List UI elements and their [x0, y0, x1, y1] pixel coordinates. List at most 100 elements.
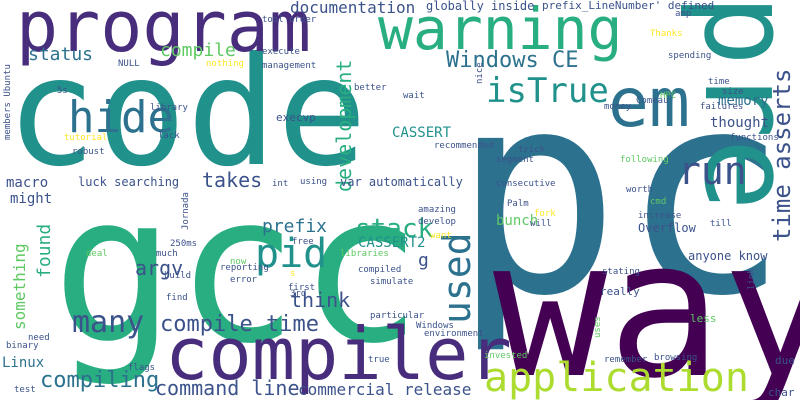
word-now: now: [230, 257, 247, 267]
word-following: following: [620, 155, 669, 165]
word-memory: memory: [718, 93, 769, 109]
word-amp: amp: [675, 9, 692, 19]
word-test: test: [14, 385, 36, 395]
word-macro: macro: [6, 175, 49, 191]
word-pid: pid: [255, 231, 328, 277]
word-int: int: [272, 179, 289, 189]
word-stack: stack: [355, 214, 434, 244]
word-cmd: cmd: [650, 197, 667, 207]
word-palm: Palm: [507, 199, 529, 209]
word-execvp: execvp: [276, 111, 316, 124]
word-remember: remember: [604, 355, 648, 365]
word-char: char: [768, 386, 795, 399]
word-comeau: Comeau: [636, 96, 669, 106]
word-code: code: [6, 26, 368, 200]
word-might: might: [10, 191, 53, 207]
word-takes: takes: [202, 168, 263, 192]
word-need: need: [28, 333, 50, 343]
word-argv: argv: [135, 256, 184, 280]
word-linux: Linux: [2, 355, 45, 371]
word-pc: pc: [452, 32, 790, 358]
word-windows-ce: Windows CE: [446, 48, 579, 73]
word-invested: invested: [484, 351, 528, 361]
word-em: em: [608, 64, 690, 143]
word-stating: stating: [602, 267, 640, 277]
word-money: money: [604, 102, 632, 112]
word-wait: wait: [403, 91, 425, 101]
word-tutorial: tutorial: [64, 133, 108, 143]
word-link: link: [747, 268, 757, 290]
word-3rd: 3rd: [290, 289, 307, 299]
word-think: think: [290, 288, 351, 312]
word-prefix: prefix: [262, 216, 328, 237]
word-gcc: gcc: [52, 151, 423, 389]
word-functions: functions: [730, 133, 779, 143]
word-hpc: HPC: [660, 91, 677, 101]
word-find: find: [166, 293, 188, 303]
word-libraries: libraries: [340, 249, 389, 259]
word-deal: deal: [86, 249, 108, 259]
word-uses: uses: [593, 316, 603, 338]
word-application: application: [484, 355, 749, 400]
word-prefix-linenumber: prefix_LineNumber' defined: [542, 0, 715, 12]
word-documentation: documentation: [290, 0, 416, 17]
word-recommended: recommended: [434, 141, 494, 151]
word-status: status: [28, 44, 94, 65]
word-used: used: [435, 232, 479, 324]
word-simulate: simulate: [370, 277, 414, 287]
word-segment: segment: [496, 155, 534, 165]
word-browsing: browsing: [654, 353, 698, 363]
word-globally-inside: globally inside: [426, 0, 535, 13]
word-compiling: compiling: [40, 368, 160, 393]
word-first: first: [288, 283, 316, 293]
word-want: want: [430, 231, 452, 241]
word-compile: compile: [160, 40, 236, 61]
word-s: s: [290, 269, 296, 279]
word-binary: binary: [6, 341, 39, 351]
word-thanks: Thanks: [650, 29, 683, 39]
word-nice: nice: [475, 62, 485, 84]
word-robust: robust: [72, 147, 105, 157]
word-development: development: [332, 59, 356, 192]
word-members-ubuntu: members Ubuntu: [3, 64, 13, 140]
word-bunch: bunch: [496, 213, 539, 229]
word-overflow: Overflow: [638, 221, 696, 235]
word-time: time: [708, 77, 730, 87]
word-thought: thought: [710, 115, 770, 131]
word-library: library: [150, 103, 188, 113]
word-flags: flags: [128, 363, 156, 373]
word-much: much: [156, 249, 178, 259]
word-using: using: [300, 177, 328, 187]
word-way: way: [493, 199, 800, 400]
word-free: free: [292, 237, 314, 247]
word-trick: trick: [518, 145, 546, 155]
word-size: size: [722, 87, 744, 97]
word-found: found: [34, 223, 55, 278]
word-compiler: compiler: [165, 312, 512, 396]
word-due: due: [775, 354, 795, 367]
word-really: really: [600, 285, 640, 298]
word-consecutive: consecutive: [496, 179, 556, 189]
word-windows: Windows: [416, 321, 454, 331]
word-build: build: [164, 271, 192, 281]
word-cassert: CASSERT: [392, 125, 452, 141]
word-fork: fork: [534, 209, 556, 219]
word-var-automatically: var automatically: [340, 175, 463, 189]
word-anyone-know: anyone know: [688, 249, 768, 263]
word-spending: spending: [668, 51, 712, 61]
word-many: many: [72, 305, 145, 340]
word-null: NULL: [118, 59, 140, 69]
word-250ms: 250ms: [170, 239, 198, 249]
word-environment: environment: [424, 329, 484, 339]
word-istrue: isTrue: [486, 71, 609, 111]
word-hide: hide: [68, 92, 174, 143]
word-management: management: [262, 61, 317, 71]
word-command-line: command line: [155, 376, 300, 400]
word-g: g: [418, 250, 429, 271]
word-something: something: [10, 243, 29, 330]
word-failures: failures: [700, 102, 744, 112]
word-develop: develop: [418, 217, 456, 227]
word-luck-searching: luck searching: [78, 175, 180, 189]
word-cassert2: CASSERT2: [358, 235, 426, 251]
